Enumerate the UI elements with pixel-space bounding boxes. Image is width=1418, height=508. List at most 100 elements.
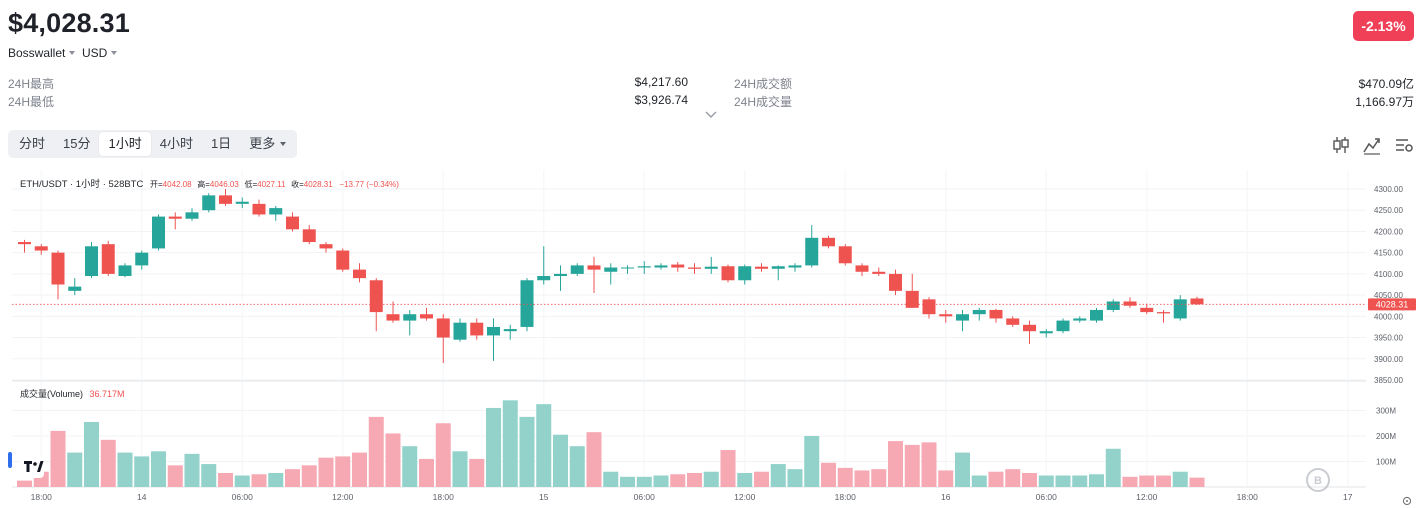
volume-bar	[703, 471, 719, 487]
volume-bar	[151, 451, 166, 487]
volume-tick-label: 200M	[1376, 432, 1396, 441]
currency-dropdown[interactable]: USD	[82, 46, 118, 60]
volume-bar	[100, 439, 116, 487]
candle-body	[302, 229, 316, 243]
tab-1h-label: 1小时	[108, 136, 142, 151]
volume-bar	[821, 462, 836, 487]
candle-body	[269, 208, 283, 215]
volume-bar	[519, 416, 535, 487]
price-tick-label: 4200.00	[1374, 227, 1403, 236]
volume-bar	[938, 470, 954, 487]
volume-bar	[419, 458, 434, 487]
time-settings-icon[interactable]	[1402, 496, 1412, 506]
price-tick-label: 4100.00	[1374, 270, 1403, 279]
wallet-dropdown[interactable]: Bosswallet	[8, 46, 76, 60]
expand-chevron-icon[interactable]	[704, 110, 718, 120]
price-tick-label: 3900.00	[1374, 355, 1403, 364]
tab-timeshare[interactable]: 分时	[10, 132, 54, 156]
candle-body	[989, 309, 1003, 319]
tab-4h[interactable]: 4小时	[151, 132, 202, 156]
price-candles	[18, 189, 1204, 364]
time-tick-label: 17	[1343, 492, 1353, 502]
tab-15m[interactable]: 15分	[54, 132, 99, 156]
volume-bar	[435, 423, 451, 487]
time-tick-label: 12:00	[1136, 492, 1158, 502]
candle-body	[403, 314, 417, 321]
volume-bar	[720, 450, 736, 487]
candle-body	[1073, 318, 1087, 321]
candle-body	[185, 212, 199, 219]
volume-bar	[804, 436, 820, 487]
volume-bar	[117, 452, 133, 487]
time-tick-label: 18:00	[835, 492, 857, 502]
volume-bar	[201, 464, 217, 487]
legend-low-value: 4027.11	[257, 180, 286, 189]
candle-body	[1006, 318, 1020, 325]
svg-text:B: B	[1314, 475, 1322, 487]
candle-body	[369, 280, 383, 313]
time-tick-label: 12:00	[332, 492, 354, 502]
volume-bar	[787, 469, 803, 487]
price-tick-label: 4250.00	[1374, 206, 1403, 215]
volume-24h-label: 24H成交量	[734, 95, 793, 109]
chart-settings-icon[interactable]	[1394, 135, 1414, 155]
collapse-panel-handle[interactable]	[8, 452, 12, 468]
volume-bar	[1055, 475, 1071, 487]
tab-1d[interactable]: 1日	[202, 132, 240, 156]
legend-close-label: 收=	[291, 179, 304, 189]
tab-more[interactable]: 更多	[240, 132, 295, 156]
candle-body	[1140, 307, 1154, 313]
candle-body	[1157, 312, 1170, 314]
volume-bar	[955, 452, 970, 487]
volume-bar	[335, 456, 351, 487]
price-axis: 4300.00 4250.00 4200.00 4150.00 4100.00 4050.…	[1374, 185, 1403, 385]
volume-bar	[536, 404, 552, 487]
candle-body	[420, 314, 433, 319]
candle-body	[637, 266, 651, 268]
tab-4h-label: 4小时	[159, 136, 193, 151]
candle-body	[470, 322, 484, 336]
candle-body	[85, 246, 98, 277]
time-tick-label: 06:00	[1036, 492, 1058, 502]
low-24h-value: $3,926.74	[634, 93, 688, 107]
candle-body	[671, 264, 685, 268]
volume-legend-title: 成交量(Volume)	[20, 388, 83, 399]
volume-bar	[1189, 477, 1205, 487]
candle-body	[654, 265, 668, 268]
candlestick-chart[interactable]: 4300.00 4250.00 4200.00 4150.00 4100.00 4050.…	[0, 170, 1418, 508]
time-tick-label: 18:00	[1237, 492, 1259, 502]
tab-1h[interactable]: 1小时	[99, 132, 151, 156]
tab-15m-label: 15分	[63, 136, 91, 151]
volume-bar	[218, 472, 233, 487]
candle-body	[235, 201, 249, 204]
volume-bar	[754, 471, 769, 487]
chevron-down-icon	[280, 142, 287, 146]
tab-1d-label: 1日	[210, 136, 232, 151]
legend-close-value: 4028.31	[304, 180, 333, 189]
candle-body	[554, 273, 567, 277]
candle-body	[889, 273, 902, 291]
time-tick-label: 12:00	[734, 492, 756, 502]
candle-body	[822, 237, 835, 247]
volume-bar	[385, 433, 401, 487]
candle-body	[436, 318, 450, 338]
volume-bar	[921, 442, 937, 487]
chart-grid	[12, 170, 1366, 487]
volume-bar	[904, 444, 920, 487]
candlestick-type-icon[interactable]	[1331, 135, 1351, 155]
time-tick-label: 15	[539, 492, 549, 502]
candle-body	[386, 314, 400, 321]
candle-body	[319, 244, 333, 249]
volume-bar	[67, 452, 83, 487]
legend-symbol-text: ETH/USDT · 1小时 · 528BTC	[20, 178, 143, 190]
volume-bar	[1172, 471, 1188, 487]
turnover-24h-value: $470.09亿	[1358, 77, 1414, 91]
indicators-icon[interactable]	[1362, 135, 1382, 155]
legend-symbol: ETH/USDT · 1小时 · 528BTC 开=4042.08 高=4046…	[20, 178, 399, 190]
price-tick-label: 4150.00	[1374, 249, 1403, 258]
volume-bar	[84, 421, 99, 487]
high-24h-label: 24H最高	[8, 77, 55, 91]
tab-timeshare-label: 分时	[19, 136, 46, 151]
candle-body	[704, 266, 718, 269]
wallet-dropdown-label: Bosswallet	[8, 46, 66, 60]
